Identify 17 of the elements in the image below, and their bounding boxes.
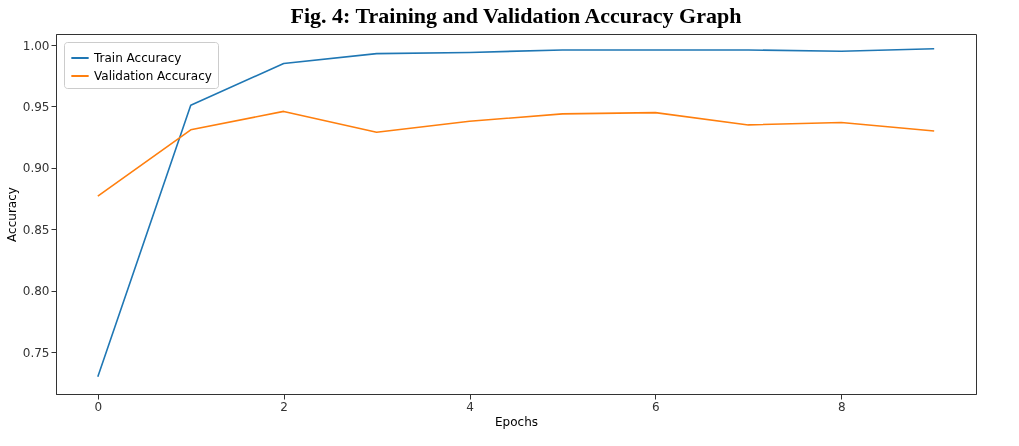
y-tick-label: 0.75 [22,345,50,360]
x-tick-label: 6 [652,399,660,414]
x-tick-label: 4 [466,399,474,414]
x-tick-label: 0 [94,399,103,414]
legend-label: Train Accuracy [93,51,182,65]
x-tick-label: 2 [280,399,288,414]
y-tick-label: 0.85 [22,222,50,237]
y-tick-label: 0.80 [22,284,50,299]
x-axis-title: Epochs [495,414,538,429]
line-series [97,110,935,197]
x-tick-label: 8 [837,399,846,414]
legend-label: Validation Accuracy [94,69,212,83]
chart-title: Fig. 4: Training and Validation Accuracy Graph [290,3,742,28]
y-axis-title: Accuracy [4,187,19,242]
y-tick-label: 0.90 [22,161,50,176]
y-tick-label: 1.00 [22,38,50,53]
y-tick-label: 0.95 [22,99,50,114]
